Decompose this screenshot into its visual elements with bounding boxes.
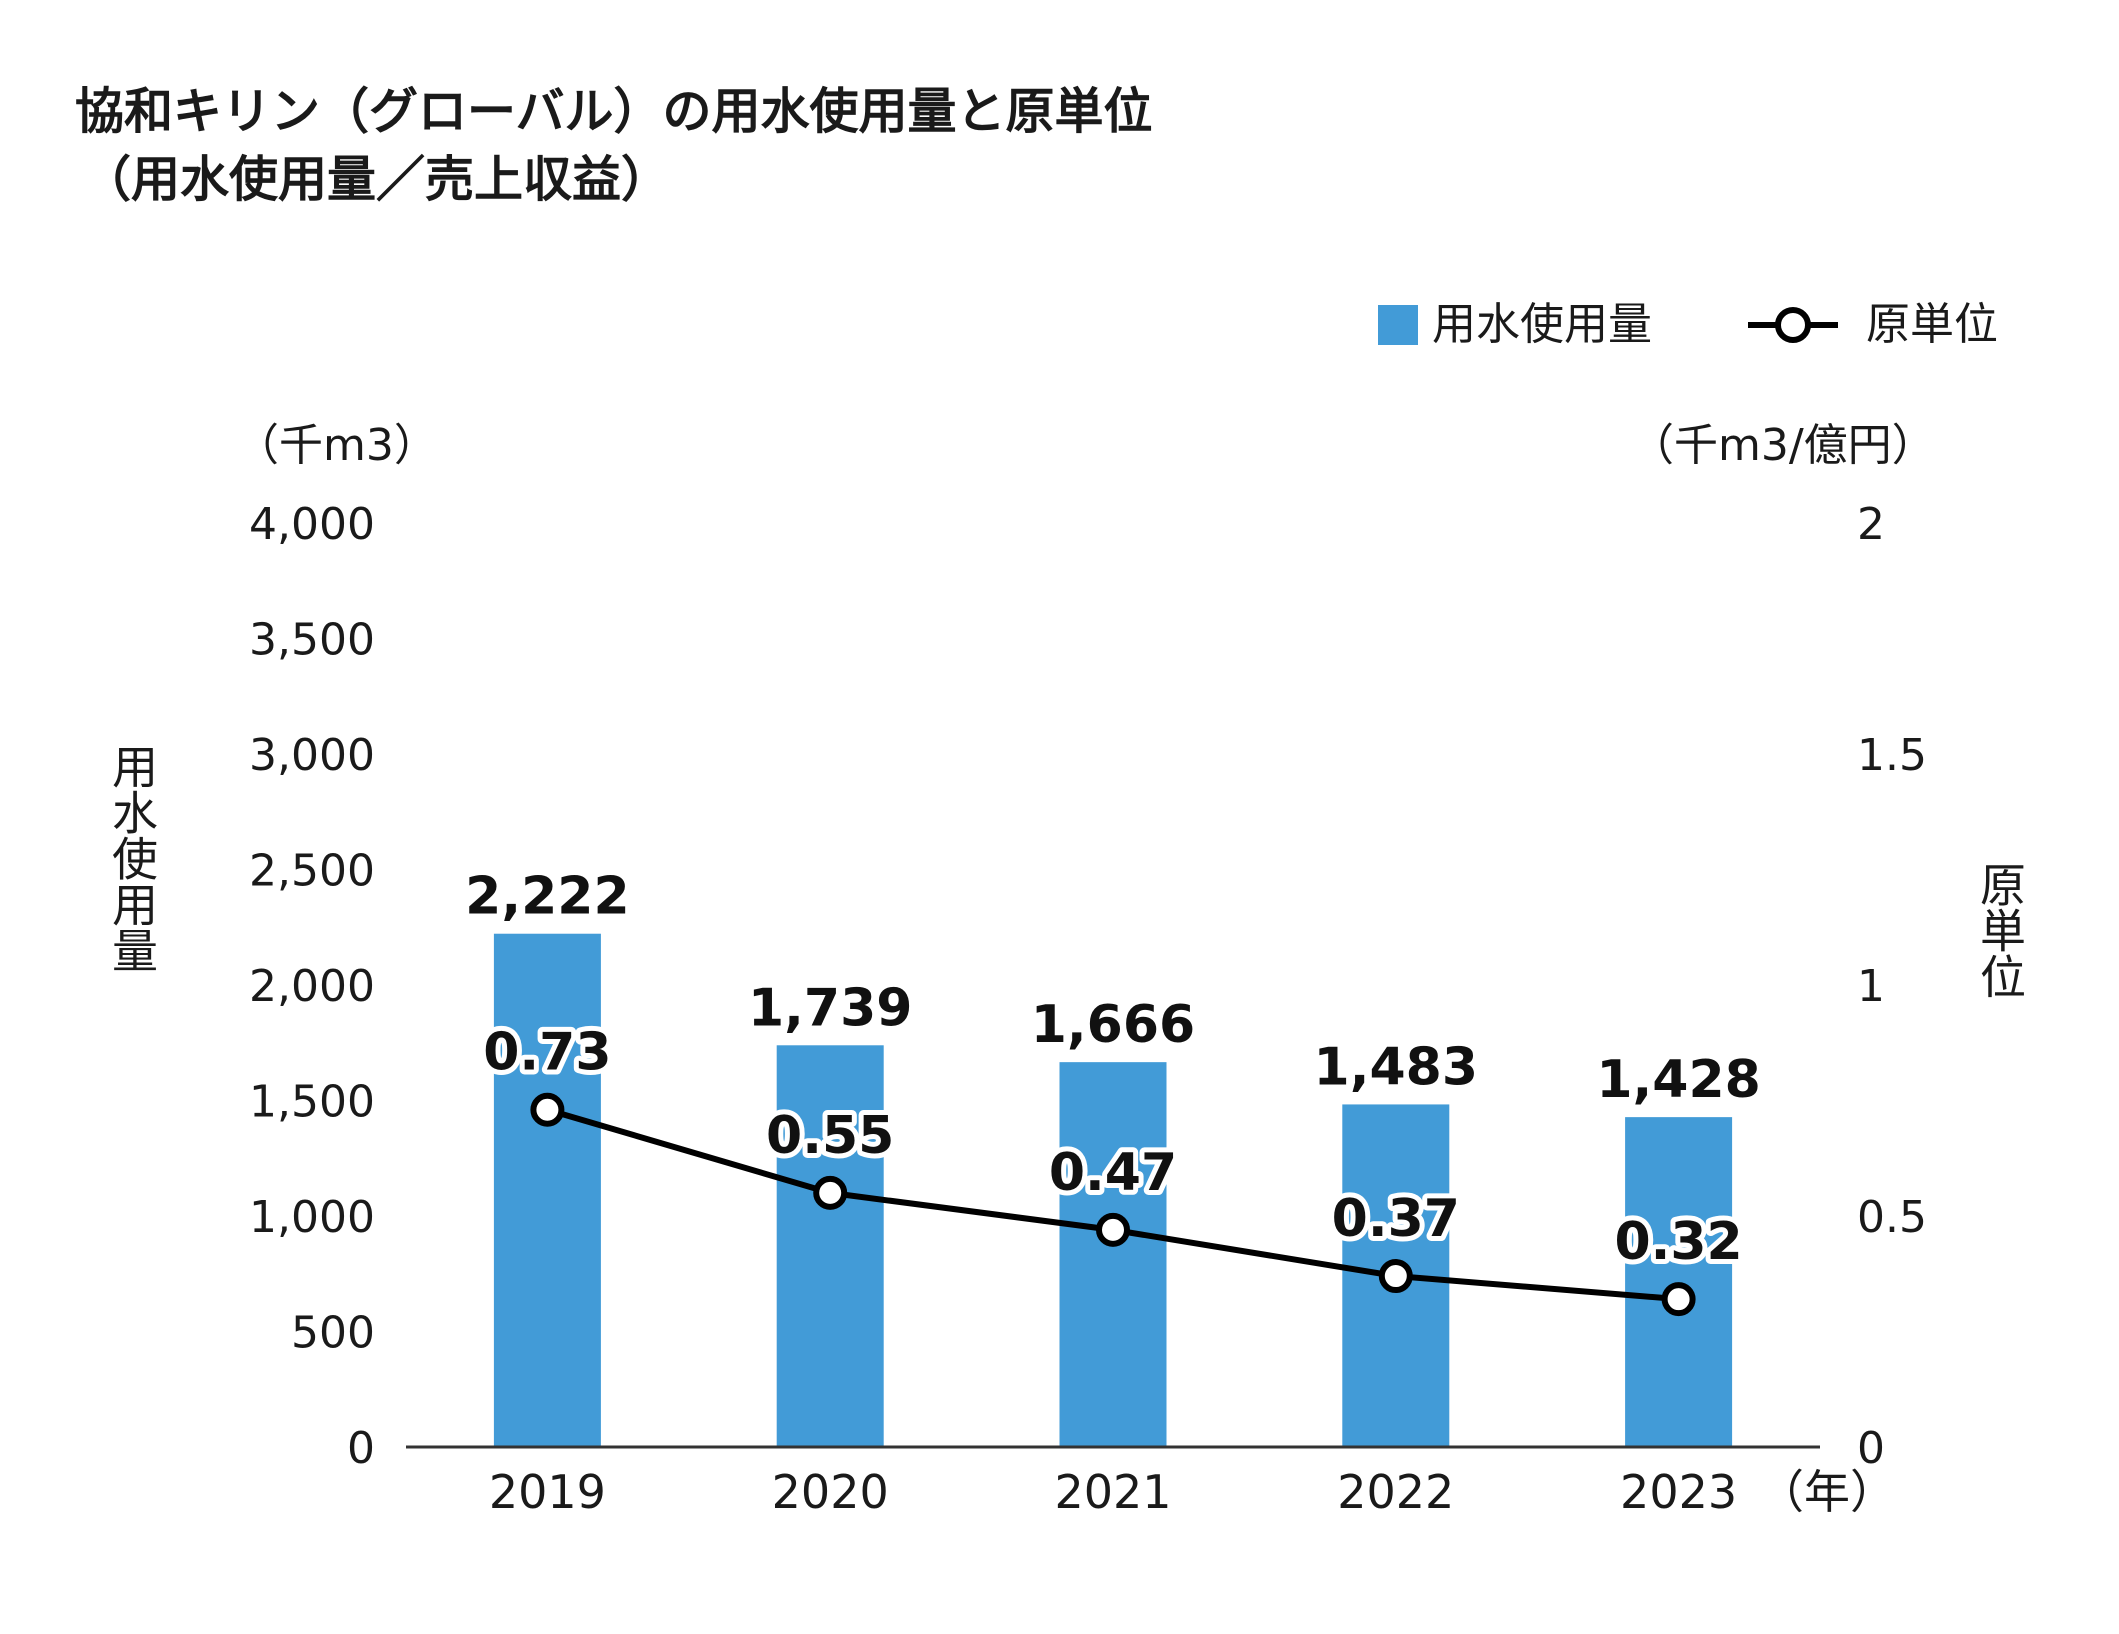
line-point (1661, 1282, 1696, 1317)
legend-bar-label: 用水使用量 (1432, 299, 1652, 350)
chart-subtitle: （用水使用量／売上収益） (82, 151, 670, 208)
left-tick-label: 3,500 (249, 615, 375, 666)
line-point (1096, 1212, 1130, 1247)
line-value-label: 0.55 (766, 1106, 894, 1166)
x-axis-unit: （年） (1758, 1465, 1896, 1519)
bar (1059, 1062, 1167, 1447)
right-tick-label: 0.5 (1857, 1192, 1927, 1243)
right-tick-label: 0 (1857, 1423, 1885, 1474)
bar (776, 1045, 884, 1447)
line-value-label: 0.73 (483, 1023, 611, 1083)
left-tick-label: 4,000 (249, 499, 375, 550)
chart-title: 協和キリン（グローバル）の用水使用量と原単位 (75, 83, 1153, 140)
left-axis-unit: （千m3） (235, 420, 438, 471)
bar-series (493, 933, 1733, 1447)
left-tick-label: 2,500 (249, 846, 375, 897)
legend-line-label: 原単位 (1866, 299, 1998, 350)
bar-value-label: 1,666 (1031, 995, 1195, 1055)
bar-value-labels: 2,222 1,739 1,666 1,483 1,428 (465, 867, 1761, 1110)
left-axis-title: 用水使用量 (105, 743, 159, 973)
line-value-label: 0.47 (1049, 1143, 1177, 1203)
right-axis-title: 原単位 (1973, 861, 2027, 999)
left-tick-label: 3,000 (249, 730, 375, 781)
line-point (530, 1092, 565, 1127)
x-tick-label: 2020 (772, 1465, 889, 1519)
line-value-label: 0.37 (1332, 1189, 1460, 1249)
line-series (530, 1092, 1696, 1317)
x-tick-label: 2022 (1337, 1465, 1454, 1519)
left-tick-label: 500 (291, 1308, 375, 1359)
legend: 用水使用量 原単位 (1378, 299, 1998, 350)
right-axis-ticks: 0 0.5 1 1.5 2 (1857, 499, 1927, 1474)
line-point (1378, 1259, 1413, 1294)
bar-value-label: 1,739 (748, 978, 912, 1038)
line-value-labels: 0.73 0.55 0.47 0.37 0.32 (478, 1018, 1748, 1277)
bar-value-label: 1,483 (1314, 1037, 1478, 1097)
legend-bar-swatch (1378, 305, 1418, 345)
right-axis-unit: （千m3/億円） (1630, 420, 1936, 471)
x-tick-label: 2021 (1054, 1465, 1171, 1519)
bar-value-label: 2,222 (465, 867, 629, 927)
left-tick-label: 0 (347, 1423, 375, 1474)
bar (1625, 1117, 1733, 1447)
x-axis-ticks: 2019 2020 2021 2022 2023 (489, 1465, 1737, 1519)
left-tick-label: 2,000 (249, 961, 375, 1012)
line-point (813, 1175, 848, 1210)
x-tick-label: 2019 (489, 1465, 606, 1519)
right-tick-label: 1.5 (1857, 730, 1927, 781)
left-tick-label: 1,000 (249, 1192, 375, 1243)
x-tick-label: 2023 (1620, 1465, 1737, 1519)
legend-line-marker (1775, 307, 1811, 343)
right-tick-label: 1 (1857, 961, 1885, 1012)
line-value-label: 0.32 (1614, 1212, 1742, 1272)
bar (493, 933, 601, 1447)
bar-value-label: 1,428 (1596, 1050, 1760, 1110)
left-tick-label: 1,500 (249, 1077, 375, 1128)
right-tick-label: 2 (1857, 499, 1885, 550)
left-axis-ticks: 0 500 1,000 1,500 2,000 2,500 3,000 3,500 4,000 (249, 499, 375, 1474)
